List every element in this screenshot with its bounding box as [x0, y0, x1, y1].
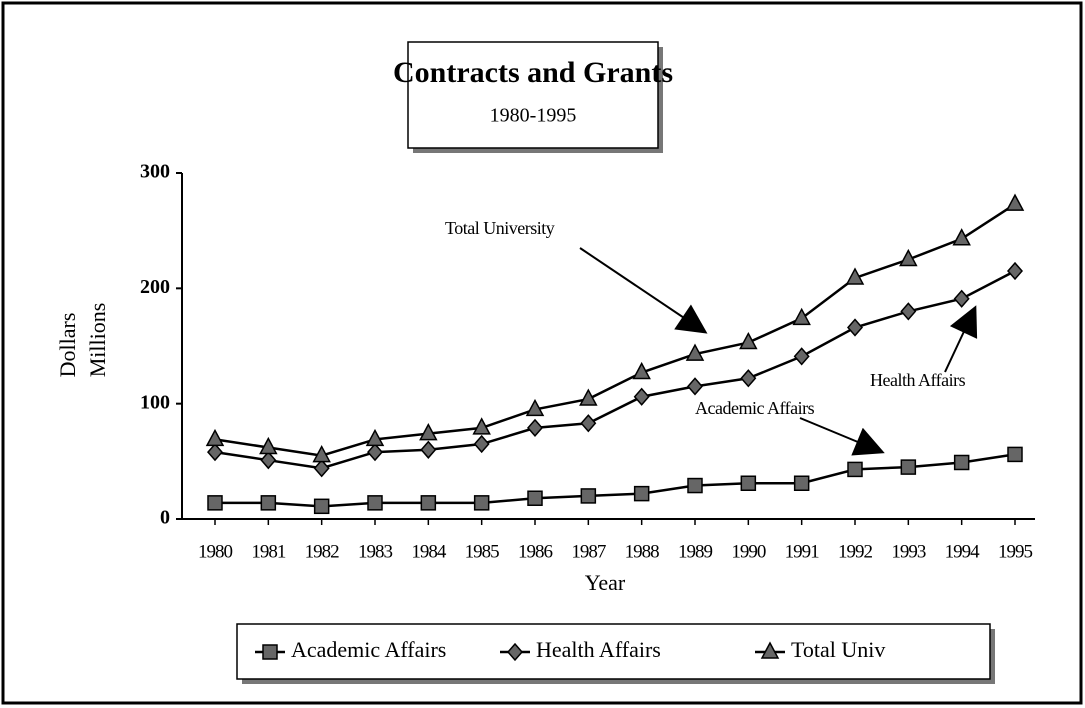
- x-tick-label: 1981: [251, 541, 286, 562]
- chart-title: Contracts and Grants: [393, 56, 673, 89]
- square-marker: [633, 485, 650, 502]
- square-marker: [687, 477, 703, 494]
- y-tick-label: 0: [160, 507, 170, 529]
- title-box: [407, 41, 659, 149]
- triangle-marker: [952, 228, 971, 246]
- legend-box: [236, 623, 991, 680]
- legend-label: Total Univ: [791, 637, 885, 662]
- diamond-marker: [367, 442, 383, 462]
- diamond-marker: [900, 302, 917, 321]
- triangle-marker: [259, 436, 278, 455]
- diamond-marker: [1007, 261, 1023, 281]
- triangle-marker: [739, 331, 758, 350]
- square-marker: [900, 459, 917, 475]
- x-tick-label: 1991: [785, 541, 820, 562]
- y-tick-label: 100: [140, 391, 170, 413]
- diamond-marker: [260, 451, 277, 470]
- triangle-marker: [312, 444, 331, 463]
- diamond-marker: [527, 418, 543, 438]
- y-tick-label: 300: [140, 161, 170, 183]
- x-tick-label: 1985: [465, 541, 500, 562]
- square-marker: [207, 495, 223, 511]
- x-tick-label: 1990: [731, 541, 766, 562]
- x-tick-label: 1986: [518, 541, 553, 562]
- annotation-arrow: [944, 305, 978, 373]
- annotation-arrow: [579, 247, 708, 334]
- x-tick-label: 1988: [625, 541, 660, 562]
- x-tick-label: 1994: [945, 541, 981, 562]
- triangle-marker: [1005, 193, 1025, 211]
- diamond-marker: [313, 459, 330, 478]
- series-line: [214, 269, 1016, 470]
- triangle-marker: [685, 343, 705, 361]
- chart-subtitle: 1980-1995: [490, 105, 577, 127]
- x-tick-label: 1982: [305, 541, 340, 562]
- square-marker: [527, 490, 543, 506]
- square-marker: [262, 644, 278, 660]
- diamond-marker: [507, 642, 523, 662]
- legend-label: Health Affairs: [536, 637, 661, 662]
- legend-label: Academic Affairs: [291, 637, 446, 662]
- triangle-marker: [792, 307, 811, 326]
- diamond-marker: [473, 434, 490, 454]
- square-marker: [420, 495, 437, 511]
- triangle-marker: [845, 267, 865, 285]
- square-marker: [260, 495, 277, 511]
- y-axis-label: Dollars: [55, 313, 80, 378]
- y-axis-label: Millions: [85, 303, 110, 378]
- diamond-marker: [953, 289, 970, 308]
- x-tick-label: 1980: [198, 541, 233, 562]
- diamond-marker: [847, 318, 863, 337]
- square-marker: [313, 498, 330, 515]
- x-tick-label: 1995: [998, 541, 1033, 562]
- triangle-marker: [760, 641, 780, 659]
- diamond-marker: [420, 440, 437, 459]
- square-marker: [580, 488, 597, 504]
- diamond-marker: [633, 387, 650, 406]
- triangle-marker: [579, 388, 598, 406]
- square-marker: [847, 461, 863, 478]
- x-tick-label: 1992: [838, 541, 873, 562]
- square-marker: [793, 475, 810, 491]
- y-tick-label: 200: [140, 276, 170, 298]
- triangle-marker: [472, 417, 491, 435]
- diamond-marker: [740, 369, 757, 388]
- square-marker: [1007, 446, 1023, 463]
- diamond-marker: [580, 414, 597, 433]
- x-tick-label: 1984: [411, 541, 447, 562]
- triangle-marker: [632, 361, 651, 380]
- series-line: [215, 453, 1016, 508]
- annotation: Total University: [445, 218, 555, 238]
- x-tick-label: 1993: [891, 541, 926, 562]
- x-tick-label: 1983: [358, 541, 393, 562]
- series-line: [214, 203, 1016, 457]
- x-axis-label: Year: [585, 570, 626, 595]
- triangle-marker: [525, 398, 545, 417]
- x-tick-label: 1989: [678, 541, 713, 562]
- x-tick-label: 1987: [571, 541, 606, 562]
- triangle-marker: [365, 428, 385, 447]
- annotation: Academic Affairs: [695, 398, 815, 418]
- triangle-marker: [205, 428, 225, 447]
- square-marker: [740, 475, 757, 491]
- square-marker: [473, 495, 490, 511]
- triangle-marker: [419, 423, 438, 441]
- diamond-marker: [687, 377, 703, 396]
- annotation-arrow: [799, 417, 885, 456]
- diamond-marker: [793, 347, 810, 366]
- square-marker: [367, 495, 383, 511]
- diamond-marker: [207, 442, 223, 462]
- square-marker: [953, 454, 970, 471]
- triangle-marker: [899, 248, 918, 267]
- annotation: Health Affairs: [870, 370, 966, 390]
